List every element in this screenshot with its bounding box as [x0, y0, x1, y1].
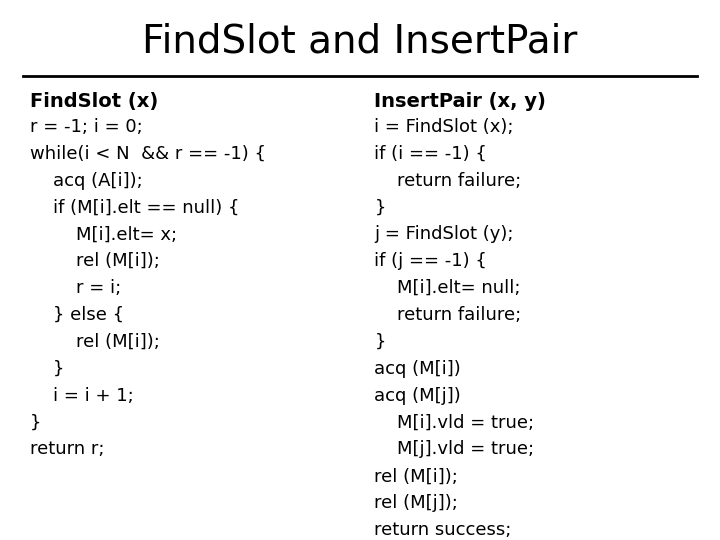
Text: FindSlot and InsertPair: FindSlot and InsertPair — [143, 22, 577, 60]
Text: }: } — [374, 198, 386, 217]
Text: M[i].vld = true;: M[i].vld = true; — [374, 414, 534, 431]
Text: return failure;: return failure; — [374, 172, 521, 190]
Text: if (i == -1) {: if (i == -1) { — [374, 145, 487, 163]
Text: r = -1; i = 0;: r = -1; i = 0; — [30, 118, 143, 136]
Text: M[i].elt= x;: M[i].elt= x; — [30, 225, 177, 244]
Text: rel (M[j]);: rel (M[j]); — [374, 494, 458, 512]
Text: InsertPair (x, y): InsertPair (x, y) — [374, 92, 546, 111]
Text: }: } — [30, 360, 65, 378]
Text: M[j].vld = true;: M[j].vld = true; — [374, 441, 534, 458]
Text: acq (A[i]);: acq (A[i]); — [30, 172, 143, 190]
Text: rel (M[i]);: rel (M[i]); — [30, 252, 160, 270]
Text: acq (M[j]): acq (M[j]) — [374, 387, 461, 404]
Text: i = i + 1;: i = i + 1; — [30, 387, 134, 404]
Text: FindSlot (x): FindSlot (x) — [30, 92, 158, 111]
Text: acq (M[i]): acq (M[i]) — [374, 360, 461, 378]
Text: return r;: return r; — [30, 441, 104, 458]
Text: }: } — [30, 414, 42, 431]
Text: j = FindSlot (y);: j = FindSlot (y); — [374, 225, 514, 244]
Text: rel (M[i]);: rel (M[i]); — [374, 467, 458, 485]
Text: r = i;: r = i; — [30, 279, 122, 297]
Text: }: } — [374, 333, 386, 351]
Text: M[i].elt= null;: M[i].elt= null; — [374, 279, 521, 297]
Text: while(i < N  && r == -1) {: while(i < N && r == -1) { — [30, 145, 266, 163]
Text: rel (M[i]);: rel (M[i]); — [30, 333, 160, 351]
Text: return failure;: return failure; — [374, 306, 521, 324]
Text: return success;: return success; — [374, 521, 512, 539]
Text: if (M[i].elt == null) {: if (M[i].elt == null) { — [30, 198, 240, 217]
Text: } else {: } else { — [30, 306, 125, 324]
Text: i = FindSlot (x);: i = FindSlot (x); — [374, 118, 514, 136]
Text: if (j == -1) {: if (j == -1) { — [374, 252, 487, 270]
